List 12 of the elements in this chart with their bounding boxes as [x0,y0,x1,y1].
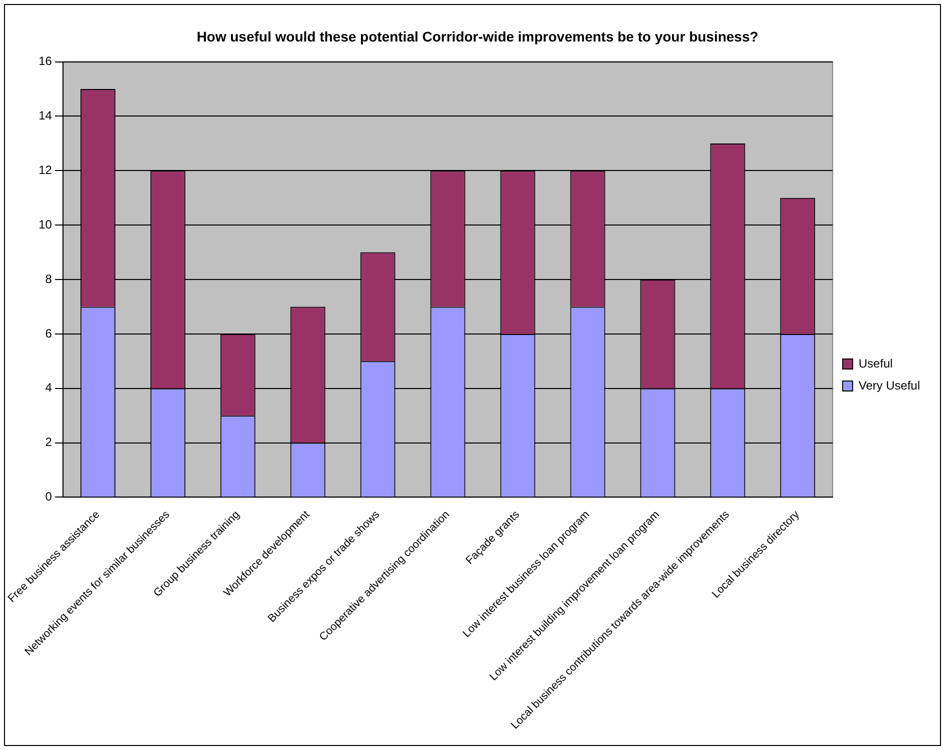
y-tick-label: 6 [45,326,52,340]
y-tick-label: 8 [45,272,52,286]
legend-label: Useful [858,356,893,370]
y-tick-label: 14 [38,108,52,123]
y-tick-label: 4 [45,380,52,395]
y-tick-label: 12 [38,162,52,177]
y-tick-label: 2 [45,435,52,450]
y-tick-label: 10 [38,217,52,232]
y-tick-label: 0 [45,490,52,504]
chart-title: How useful would these potential Corridor-wide improvements be to your business? [196,28,758,44]
legend-label: Very Useful [858,378,920,392]
y-tick-label: 16 [38,54,52,68]
